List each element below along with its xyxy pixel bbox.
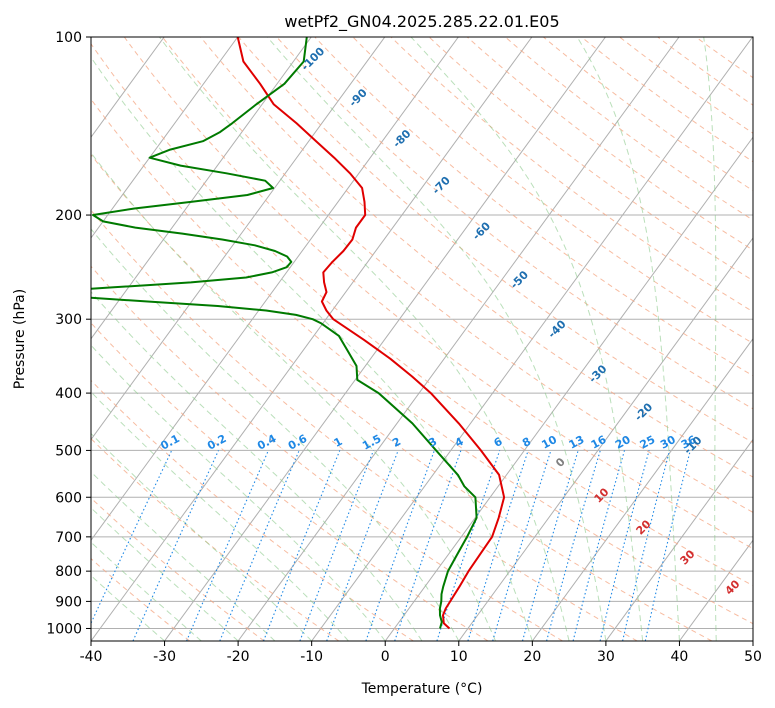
isotherm-line (164, 37, 606, 641)
x-tick-label: -10 (300, 649, 323, 665)
dry-adiabat (428, 37, 753, 282)
moist-adiabat (91, 291, 423, 641)
mixing-ratio-line (326, 450, 399, 641)
moist-adiabat (91, 574, 165, 641)
moist-adiabat (410, 37, 644, 641)
grid-layer (91, 37, 753, 641)
mixing-ratio-label: 13 (567, 433, 587, 452)
mixing-ratio-line (599, 450, 650, 641)
dry-adiabat (91, 322, 489, 641)
x-axis-title: Temperature (°C) (361, 681, 483, 697)
x-tick-label: 30 (597, 649, 615, 665)
isotherm-line (237, 37, 680, 641)
dry-adiabat (581, 37, 753, 163)
dry-adiabat (543, 37, 753, 192)
moist-adiabat (91, 391, 349, 641)
isotherm-line (458, 237, 753, 641)
mixing-ratio-line (186, 450, 269, 641)
x-tick-label: -40 (80, 649, 103, 665)
mixing-ratio-label: 16 (589, 433, 609, 452)
x-tick-label: 0 (381, 649, 390, 665)
dry-adiabat (390, 37, 753, 313)
dry-adiabat (162, 37, 753, 513)
isotherm-line (91, 37, 239, 239)
y-tick-label: 600 (55, 490, 82, 506)
dry-adiabat (91, 209, 638, 641)
dry-adiabat (238, 37, 753, 444)
mixing-ratio-line (467, 450, 529, 641)
chart-title: wetPf2_GN04.2025.285.22.01.E05 (284, 12, 559, 32)
mixing-ratio-line (262, 450, 341, 641)
mixing-ratio-label: 20 (613, 433, 633, 452)
moist-adiabat (266, 37, 607, 641)
mixing-ratio-label: 10 (539, 433, 559, 452)
y-axis-title: Pressure (hPa) (12, 289, 28, 389)
dry-adiabat (314, 37, 753, 377)
x-tick-label: 10 (450, 649, 468, 665)
dry-adiabat (123, 37, 753, 550)
moist-adiabat (91, 541, 202, 641)
dry-adiabat (91, 153, 713, 641)
moist-adiabat (91, 432, 313, 641)
x-tick-label: 40 (671, 649, 689, 665)
mixing-ratio-label: 30 (658, 433, 678, 452)
temperature-profile-line (236, 37, 506, 630)
y-tick-label: 1000 (46, 621, 82, 637)
x-tick-label: 50 (744, 649, 762, 665)
y-tick-label: 400 (55, 386, 82, 402)
isotherm-line (91, 37, 533, 641)
y-tick-label: 300 (55, 312, 82, 328)
moist-adiabat (91, 507, 239, 641)
dry-adiabat (91, 43, 753, 587)
mixing-ratio-line (622, 450, 671, 641)
mixing-ratio-label: 25 (638, 433, 658, 452)
plot-frame (90, 36, 754, 642)
mixing-ratio-line (91, 450, 173, 625)
moist-adiabat (576, 37, 680, 641)
y-tick-label: 900 (55, 594, 82, 610)
moist-adiabat (159, 37, 570, 641)
dry-adiabat (91, 379, 414, 641)
moist-adiabat (91, 56, 533, 641)
isotherm-line (91, 37, 459, 542)
mixing-ratio-label: 36 (679, 433, 699, 452)
dry-adiabat (91, 265, 563, 641)
dry-adiabat (276, 37, 753, 410)
mixing-ratio-line (132, 450, 220, 641)
isotherm-line (91, 37, 312, 340)
y-tick-label: 800 (55, 564, 82, 580)
moist-adiabat (91, 228, 460, 641)
dry-adiabat (352, 37, 753, 345)
y-tick-label: 200 (55, 208, 82, 224)
isotherm-line (605, 438, 753, 641)
mixing-ratio-line (644, 450, 691, 641)
moist-adiabat (91, 344, 386, 641)
dewpoint-profile-line (91, 37, 478, 629)
mixing-ratio-line (299, 450, 375, 641)
dry-adiabat (91, 98, 753, 625)
mixing-ratio-line (219, 450, 300, 641)
y-tick-label: 100 (55, 30, 82, 46)
x-tick-label: -30 (153, 649, 176, 665)
x-tick-label: 20 (523, 649, 541, 665)
moist-adiabat (91, 152, 497, 641)
dry-adiabat (200, 37, 753, 478)
moist-adiabat (91, 471, 276, 641)
y-tick-label: 700 (55, 530, 82, 546)
moist-adiabat (703, 37, 717, 641)
axes: -40 -30 -20 -10 0 10 20 30 40 50 100 200 300 400 500 60… (46, 30, 762, 665)
mixing-ratio-line (572, 450, 626, 641)
mixing-ratio-line (492, 450, 552, 641)
x-tick-label: -20 (227, 649, 250, 665)
mixing-ratio-line (521, 450, 579, 641)
y-tick-label: 500 (55, 443, 82, 459)
series-layer (91, 37, 506, 630)
